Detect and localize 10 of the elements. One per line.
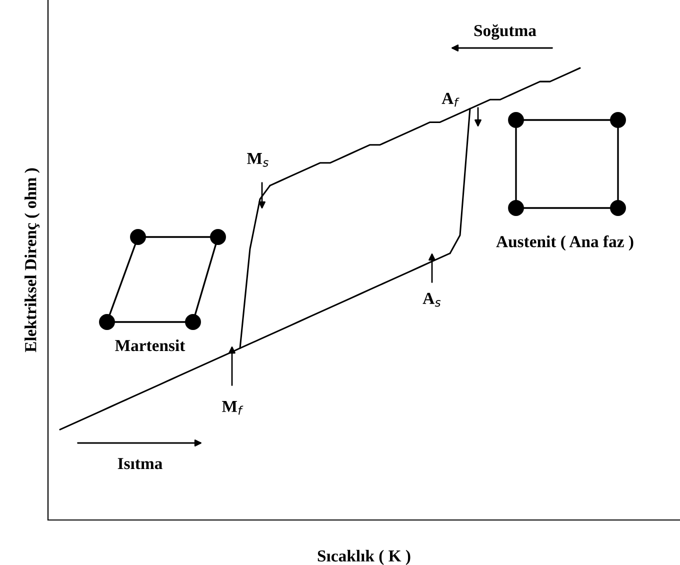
annotation: Austenit ( Ana faz ) xyxy=(496,235,634,251)
annotation: Martensit xyxy=(115,339,186,352)
annotation: M$_{s}$ xyxy=(247,153,268,167)
annotation: A$_{f}$ xyxy=(442,92,460,107)
annotation: M$_{f}$ xyxy=(222,401,244,415)
text: Soğutma xyxy=(474,24,536,40)
x-axis-title: Sıcaklık ( K ) xyxy=(318,550,410,565)
annotation: Isıtma xyxy=(118,458,162,470)
y-axis-title: Elektriksel Direnç ( ohm ) xyxy=(24,168,40,352)
annotation: A$_{s}$ xyxy=(422,292,441,307)
